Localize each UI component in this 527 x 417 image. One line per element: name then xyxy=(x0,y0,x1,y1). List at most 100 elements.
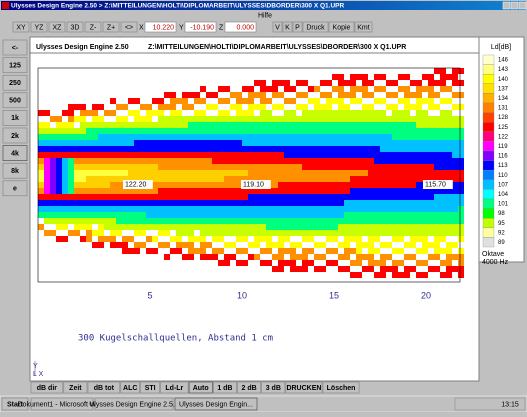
heat-cell xyxy=(230,92,236,98)
heat-cell xyxy=(218,92,224,98)
heat-cell xyxy=(176,116,182,122)
heat-cell xyxy=(296,254,302,260)
heat-cell xyxy=(428,248,434,254)
heat-cell xyxy=(314,134,320,140)
heat-cell xyxy=(206,230,212,236)
heat-cell xyxy=(404,200,410,206)
heat-cell xyxy=(110,152,116,158)
mode-button[interactable] xyxy=(261,381,286,394)
heat-cell xyxy=(230,236,236,242)
heat-cell xyxy=(296,110,302,116)
mode-button[interactable] xyxy=(213,381,237,394)
mode-button[interactable] xyxy=(87,381,121,394)
input-field[interactable] xyxy=(184,21,217,33)
mode-button[interactable] xyxy=(63,381,88,394)
input-field[interactable] xyxy=(224,21,257,33)
band-button[interactable] xyxy=(2,127,28,144)
heat-cell xyxy=(398,248,404,254)
heat-cell xyxy=(302,176,308,182)
heat-cell xyxy=(392,104,398,110)
start-button[interactable] xyxy=(1,397,29,411)
heat-cell xyxy=(452,74,458,80)
heat-cell xyxy=(140,266,146,272)
heat-cell xyxy=(152,164,158,170)
heat-cell xyxy=(344,68,350,74)
heat-cell xyxy=(332,218,338,224)
heat-cell xyxy=(308,92,314,98)
heat-cell xyxy=(200,152,206,158)
heat-cell xyxy=(200,236,206,242)
band-button[interactable] xyxy=(2,39,28,56)
heat-cell xyxy=(152,254,158,260)
toolbar-action[interactable] xyxy=(328,21,355,33)
band-button[interactable] xyxy=(2,162,28,179)
heat-cell xyxy=(146,248,152,254)
heat-cell xyxy=(200,92,206,98)
input-field[interactable] xyxy=(144,21,177,33)
task-button[interactable] xyxy=(174,397,258,411)
heat-cell xyxy=(194,218,200,224)
toolbar-button[interactable] xyxy=(120,21,138,33)
menu-item[interactable]: Hilfe xyxy=(258,12,272,19)
heat-cell xyxy=(362,248,368,254)
toolbar-button[interactable] xyxy=(48,21,66,33)
heat-cell xyxy=(440,266,446,272)
toolbar-action[interactable] xyxy=(282,21,293,33)
toolbar-button[interactable] xyxy=(102,21,120,33)
band-button[interactable] xyxy=(2,180,28,197)
mode-button[interactable] xyxy=(120,381,141,394)
toolbar-button[interactable] xyxy=(66,21,84,33)
heat-cell xyxy=(230,230,236,236)
toolbar-action[interactable] xyxy=(292,21,303,33)
minimize-button[interactable] xyxy=(502,1,511,10)
heat-cell xyxy=(446,152,452,158)
mode-button[interactable] xyxy=(237,381,262,394)
heat-cell xyxy=(230,212,236,218)
heat-cell xyxy=(320,176,326,182)
caption: 300 Kugelschallquellen, Abstand 1 cm xyxy=(78,334,273,344)
heat-cell xyxy=(158,224,164,230)
band-button[interactable] xyxy=(2,110,28,126)
mode-button[interactable] xyxy=(285,381,323,394)
mode-button[interactable] xyxy=(160,381,189,394)
toolbar-action[interactable] xyxy=(272,21,283,33)
heat-cell xyxy=(104,98,110,104)
heat-cell xyxy=(266,152,272,158)
heat-cell xyxy=(422,158,428,164)
band-button[interactable] xyxy=(2,57,28,73)
heat-cell xyxy=(344,254,350,260)
heat-cell xyxy=(404,224,410,230)
band-button[interactable] xyxy=(2,145,28,161)
toolbar-button[interactable] xyxy=(30,21,48,33)
mode-button[interactable] xyxy=(30,381,64,394)
close-button[interactable] xyxy=(518,1,527,10)
heat-cell xyxy=(38,200,44,206)
heat-cell xyxy=(104,80,110,86)
heat-cell xyxy=(356,188,362,194)
heat-cell xyxy=(416,86,422,92)
mode-button[interactable] xyxy=(322,381,360,394)
heat-cell xyxy=(290,242,296,248)
heat-cell xyxy=(338,158,344,164)
heat-cell xyxy=(122,212,128,218)
toolbar-button[interactable] xyxy=(84,21,102,33)
heat-cell xyxy=(38,266,44,272)
heat-cell xyxy=(374,164,380,170)
heat-cell xyxy=(356,260,362,266)
maximize-button[interactable] xyxy=(510,1,519,10)
heat-cell xyxy=(356,86,362,92)
heat-cell xyxy=(350,68,356,74)
heat-cell xyxy=(308,170,314,176)
band-button[interactable] xyxy=(2,92,28,109)
heat-cell xyxy=(80,74,86,80)
task-button[interactable] xyxy=(30,397,94,411)
toolbar-action[interactable] xyxy=(354,21,373,33)
mode-button[interactable] xyxy=(140,381,160,394)
mode-button[interactable] xyxy=(188,381,213,394)
heat-cell xyxy=(254,278,260,284)
toolbar-button[interactable] xyxy=(12,21,30,33)
task-button[interactable] xyxy=(94,397,174,411)
band-button[interactable] xyxy=(2,74,28,91)
heat-cell xyxy=(254,248,260,254)
toolbar-action[interactable] xyxy=(302,21,329,33)
